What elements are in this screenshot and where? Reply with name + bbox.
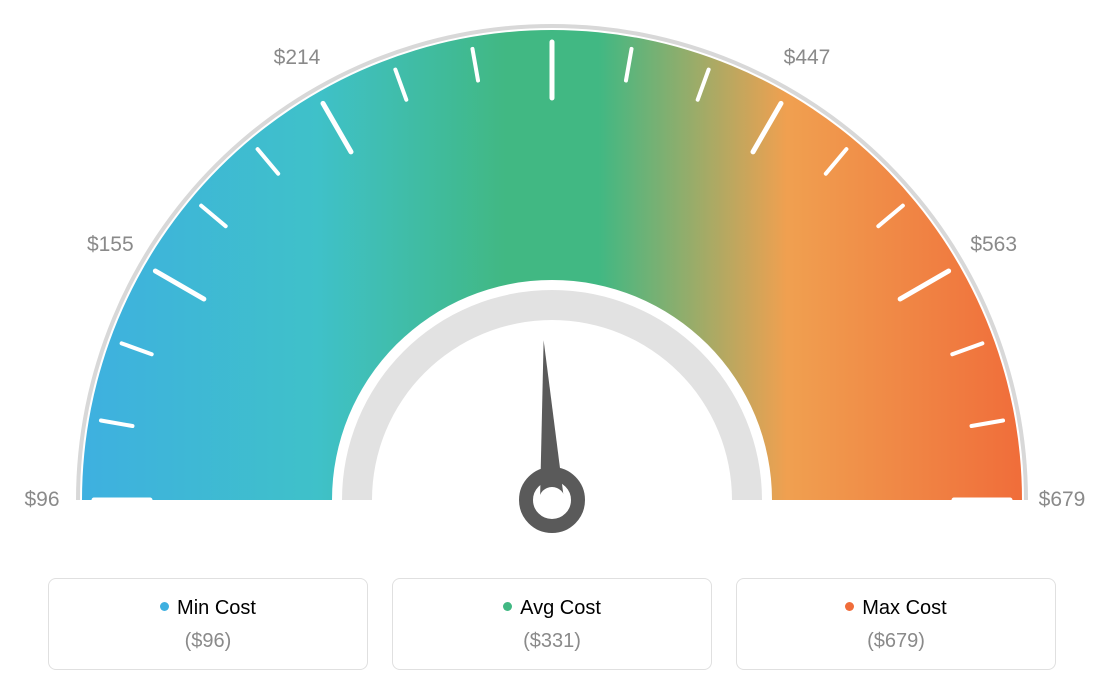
legend-title-text: Max Cost	[862, 597, 946, 619]
legend-title-text: Min Cost	[177, 597, 256, 619]
dot-icon	[845, 602, 854, 611]
legend-card-max: Max Cost ($679)	[736, 578, 1056, 670]
scale-label: $331	[529, 0, 576, 2]
scale-label: $447	[784, 46, 831, 70]
legend-title-max: Max Cost	[757, 597, 1035, 620]
dot-icon	[503, 602, 512, 611]
gauge-svg	[0, 0, 1104, 560]
legend-value-min: ($96)	[69, 630, 347, 653]
scale-label: $563	[970, 233, 1017, 257]
legend-card-avg: Avg Cost ($331)	[392, 578, 712, 670]
legend-title-min: Min Cost	[69, 597, 347, 620]
legend-row: Min Cost ($96) Avg Cost ($331) Max Cost …	[0, 578, 1104, 670]
scale-label: $155	[87, 233, 134, 257]
scale-label: $679	[1039, 488, 1086, 512]
legend-title-avg: Avg Cost	[413, 597, 691, 620]
dot-icon	[160, 602, 169, 611]
scale-label: $96	[24, 488, 59, 512]
scale-label: $214	[274, 46, 321, 70]
legend-card-min: Min Cost ($96)	[48, 578, 368, 670]
legend-value-max: ($679)	[757, 630, 1035, 653]
legend-value-avg: ($331)	[413, 630, 691, 653]
legend-title-text: Avg Cost	[520, 597, 601, 619]
gauge-container: $96 $155 $214 $331 $447 $563 $679	[0, 0, 1104, 560]
